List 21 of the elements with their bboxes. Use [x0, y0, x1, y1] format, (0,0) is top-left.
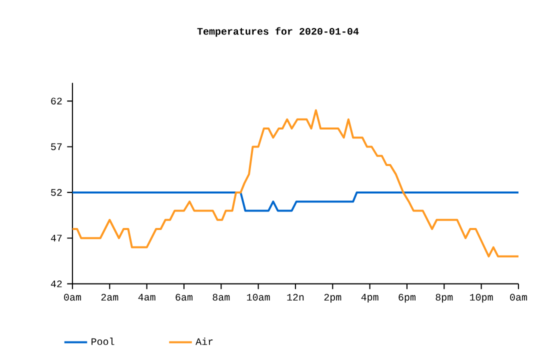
- x-tick-label: 12n: [287, 294, 304, 300]
- x-tick-label: 8pm: [436, 294, 453, 303]
- y-tick-label: 62: [51, 98, 62, 104]
- x-tick-label: 8am: [212, 294, 230, 301]
- x-tick-label: 0am: [510, 294, 527, 301]
- x-tick-label: 4pm: [361, 294, 378, 302]
- x-tick-label: 2pm: [324, 294, 342, 303]
- x-tick-label: 2am: [101, 294, 118, 301]
- x-tick-label: 4am: [138, 294, 156, 300]
- legend-label: Pool: [92, 338, 114, 345]
- y-tick-label: 47: [50, 234, 62, 242]
- x-tick-label: 10am: [247, 294, 270, 301]
- x-tick-label: 0am: [64, 294, 81, 301]
- y-tick-label: 42: [50, 280, 62, 288]
- y-tick-label: 52: [51, 188, 62, 196]
- x-tick-label: 10pm: [470, 294, 493, 303]
- chart-title: Temperatures for 2020-01-04: [197, 27, 359, 37]
- x-tick-label: 6am: [176, 294, 192, 301]
- x-tick-label: 6pm: [398, 294, 416, 303]
- legend-label: Air: [196, 338, 213, 345]
- y-tick-label: 57: [51, 143, 62, 150]
